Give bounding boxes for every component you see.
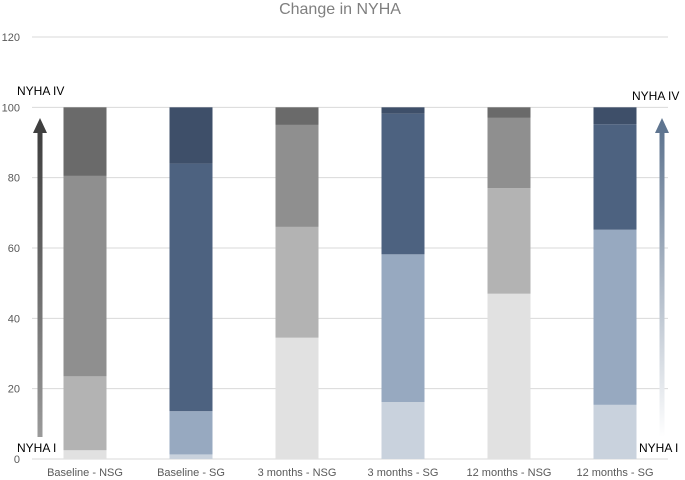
bar-segment <box>63 107 107 176</box>
right-arrow-shaft <box>659 132 665 437</box>
bar-segment <box>275 226 319 338</box>
x-category-label: Baseline - NSG <box>47 467 123 479</box>
bar-segment <box>275 107 319 125</box>
right-arrow-head <box>655 118 669 133</box>
bar-segment <box>169 163 213 412</box>
y-axis-ticks: 0 20 40 60 80 100 120 <box>2 32 20 466</box>
y-tick-label: 0 <box>14 454 20 466</box>
bar-segment <box>381 107 425 114</box>
x-category-label: 12 months - NSG <box>467 467 552 479</box>
bar-segment <box>381 402 425 459</box>
right-arrow <box>655 118 669 437</box>
bar-segment <box>381 113 425 255</box>
bar-segment <box>169 454 213 459</box>
y-tick-label: 100 <box>2 102 20 114</box>
x-category-label: 3 months - NSG <box>258 467 337 479</box>
left-bottom-annotation: NYHA I <box>17 441 56 455</box>
bar-segment <box>593 404 637 459</box>
bar-segment <box>275 124 319 227</box>
bar-segment <box>487 188 531 294</box>
right-bottom-annotation: NYHA I <box>639 441 678 455</box>
y-tick-label: 20 <box>8 384 20 396</box>
bar-segment <box>63 175 107 377</box>
bar-segment <box>63 450 107 459</box>
nyha-arrows <box>33 118 669 437</box>
bar-segment <box>487 293 531 459</box>
y-tick-label: 60 <box>8 243 20 255</box>
bar-segment <box>487 117 531 189</box>
left-top-annotation: NYHA IV <box>17 84 64 98</box>
x-category-label: 3 months - SG <box>368 467 439 479</box>
left-arrow-shaft <box>37 132 43 437</box>
x-category-label: Baseline - SG <box>157 467 225 479</box>
bar-segment <box>593 124 637 230</box>
bar-segment <box>381 254 425 403</box>
bars <box>63 107 637 459</box>
y-tick-label: 40 <box>8 313 20 325</box>
bar-segment <box>275 337 319 459</box>
chart-title: Change in NYHA <box>279 1 401 18</box>
x-axis-categories: Baseline - NSG Baseline - SG 3 months - NS… <box>47 467 653 479</box>
bar-segment <box>63 376 107 451</box>
gridlines <box>32 36 668 460</box>
y-tick-label: 120 <box>2 32 20 44</box>
bar-segment <box>169 107 213 164</box>
left-arrow-head <box>33 118 47 133</box>
bar-segment <box>593 107 637 125</box>
y-tick-label: 80 <box>8 173 20 185</box>
right-top-annotation: NYHA IV <box>632 89 679 103</box>
bar-segment <box>487 107 531 118</box>
bar-segment <box>169 411 213 455</box>
bar-segment <box>593 229 637 405</box>
left-arrow <box>33 118 47 437</box>
x-category-label: 12 months - SG <box>576 467 653 479</box>
